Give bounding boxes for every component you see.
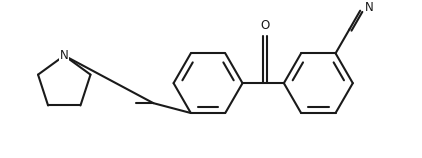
Text: N: N [365,1,373,14]
Text: N: N [60,49,69,62]
Text: O: O [260,19,270,32]
